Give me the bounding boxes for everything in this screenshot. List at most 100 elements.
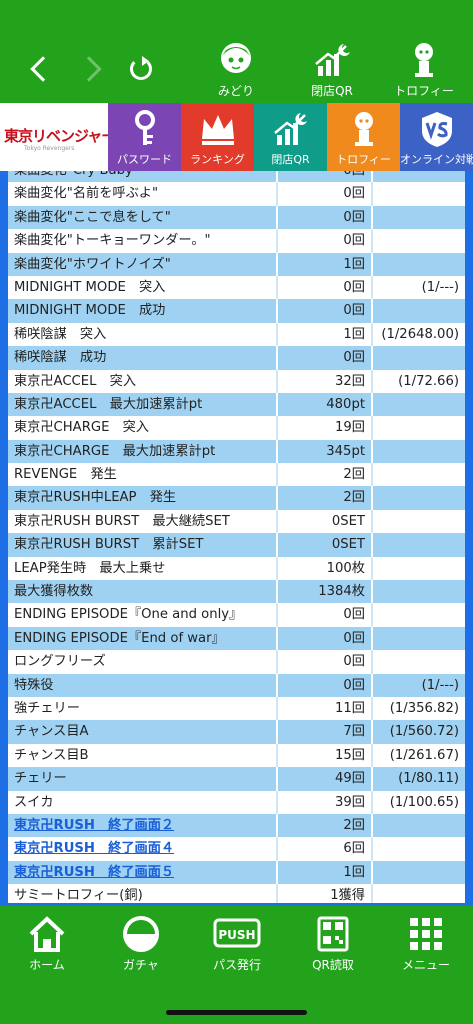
closing-qr-icon	[315, 44, 350, 76]
reload-button[interactable]	[124, 52, 160, 88]
row-name-cell: 東京卍RUSH 終了画面２	[8, 813, 278, 838]
table-row: チャンス目B 15回 (1/261.67)	[8, 743, 465, 768]
row-name: 楽曲変化"名前を呼ぶよ"	[14, 186, 159, 202]
menu-tile-trophy[interactable]: トロフィー	[327, 103, 400, 171]
forward-button[interactable]	[76, 52, 108, 88]
row-name: MIDNIGHT MODE 成功	[14, 303, 166, 319]
menu-tile-password[interactable]: パスワード	[108, 103, 181, 171]
row-rate	[373, 439, 465, 464]
row-name-cell: 楽曲変化"ここで息をして"	[8, 205, 278, 230]
row-name-cell: 東京卍RUSH BURST 最大継続SET	[8, 509, 278, 534]
row-name: 東京卍RUSH中LEAP 発生	[14, 490, 177, 506]
table-row: チャンス目A 7回 (1/560.72)	[8, 720, 465, 744]
table-row[interactable]: 東京卍RUSH 終了画面５ 1回	[8, 860, 465, 885]
qr-scan-icon	[317, 916, 349, 952]
row-value: 0SET	[278, 509, 373, 534]
row-rate	[373, 580, 465, 604]
table-row: ENDING EPISODE『One and only』 0回	[8, 603, 465, 627]
row-name: 特殊役	[14, 677, 54, 693]
chevron-right-icon	[76, 56, 102, 82]
menu-tile-closing-qr[interactable]: 閉店QR	[254, 103, 327, 171]
row-name-link[interactable]: 東京卍RUSH 終了画面５	[14, 864, 175, 880]
row-name: 東京卍RUSH BURST 累計SET	[14, 537, 204, 553]
row-value: 2回	[278, 486, 373, 510]
row-name-cell: 楽曲変化"名前を呼ぶよ"	[8, 182, 278, 206]
logo-subtitle: Tokyo Revengers	[24, 145, 75, 152]
table-row: REVENGE 発生 2回	[8, 463, 465, 487]
row-value: 1回	[278, 252, 373, 276]
row-name: サミートロフィー(銅)	[14, 888, 143, 903]
row-rate	[373, 837, 465, 861]
row-name: 稀咲陰謀 成功	[14, 350, 107, 366]
menu-tile-online-battle[interactable]: オンライン対戦	[400, 103, 473, 171]
row-name-cell: 強チェリー	[8, 696, 278, 721]
tab-label: QR読取	[312, 958, 354, 972]
top-item-closing-qr[interactable]: 閉店QR	[290, 40, 374, 98]
row-name-cell: 特殊役	[8, 673, 278, 697]
refresh-icon	[130, 56, 152, 80]
row-name-cell: REVENGE 発生	[8, 463, 278, 487]
row-name-cell: 東京卍RUSH中LEAP 発生	[8, 486, 278, 510]
tab-home[interactable]: ホーム	[2, 914, 92, 976]
row-rate	[373, 229, 465, 253]
row-name: LEAP発生時 最大上乗せ	[14, 560, 166, 576]
stats-table[interactable]: 楽曲変化"Cry Baby"0回楽曲変化"名前を呼ぶよ"0回楽曲変化"ここで息を…	[8, 171, 465, 903]
row-rate	[373, 509, 465, 534]
menu-tile-label: トロフィー	[336, 153, 391, 166]
menu-grid-icon	[410, 918, 442, 950]
row-name: 最大獲得枚数	[14, 584, 94, 600]
row-name-cell: 楽曲変化"トーキョーワンダー。"	[8, 229, 278, 253]
row-name-cell: 東京卍CHARGE 最大加速累計pt	[8, 439, 278, 464]
row-rate: (1/100.65)	[373, 790, 465, 814]
row-value: 39回	[278, 790, 373, 814]
row-name-cell: MIDNIGHT MODE 突入	[8, 275, 278, 300]
data-panel: 楽曲変化"Cry Baby"0回楽曲変化"名前を呼ぶよ"0回楽曲変化"ここで息を…	[0, 171, 473, 906]
row-rate: (1/80.11)	[373, 767, 465, 791]
top-item-midori[interactable]: みどり	[194, 40, 278, 98]
table-row: 強チェリー 11回 (1/356.82)	[8, 696, 465, 721]
table-row: サミートロフィー(銅) 1獲得	[8, 884, 465, 903]
home-indicator[interactable]	[166, 1010, 307, 1015]
chevron-left-icon	[30, 56, 56, 82]
row-value: 100枚	[278, 556, 373, 581]
row-name-cell: ENDING EPISODE『End of war』	[8, 626, 278, 651]
row-name-cell: 東京卍ACCEL 突入	[8, 369, 278, 393]
menu-tile-ranking[interactable]: ランキング	[181, 103, 254, 171]
row-value: 0回	[278, 346, 373, 370]
tab-pass-issue[interactable]: PUSH パス発行	[192, 914, 282, 976]
row-value: 0回	[278, 182, 373, 206]
key-icon	[134, 110, 155, 145]
row-value: 0回	[278, 171, 373, 183]
tab-menu[interactable]: メニュー	[381, 914, 471, 976]
row-rate: (1/356.82)	[373, 696, 465, 721]
row-rate	[373, 392, 465, 417]
row-rate	[373, 626, 465, 651]
row-name-cell: チャンス目B	[8, 743, 278, 768]
table-row: MIDNIGHT MODE 突入 0回 (1/---)	[8, 275, 465, 300]
table-row[interactable]: 東京卍RUSH 終了画面４ 6回	[8, 837, 465, 861]
table-row[interactable]: 東京卍RUSH 終了画面２ 2回	[8, 813, 465, 838]
row-value: 0回	[278, 275, 373, 300]
table-row: スイカ 39回 (1/100.65)	[8, 790, 465, 814]
table-row: 楽曲変化"ここで息をして" 0回	[8, 205, 465, 230]
tab-gacha[interactable]: ガチャ	[96, 914, 186, 976]
row-name: 東京卍ACCEL 突入	[14, 373, 137, 389]
push-badge-text: PUSH	[218, 928, 255, 942]
row-name-cell: MIDNIGHT MODE 成功	[8, 299, 278, 323]
back-button[interactable]	[22, 52, 56, 88]
character-icon	[221, 43, 251, 73]
row-name-cell: サミートロフィー(銅)	[8, 884, 278, 903]
table-row: 東京卍RUSH BURST 累計SET 0SET	[8, 533, 465, 557]
game-menu-row: 東京リベンジャーズ Tokyo Revengers パスワード ランキング 閉店…	[0, 103, 473, 171]
row-name-link[interactable]: 東京卍RUSH 終了画面４	[14, 841, 175, 857]
top-item-trophy[interactable]: トロフィー	[382, 40, 466, 98]
tab-qr-read[interactable]: QR読取	[288, 914, 378, 976]
row-rate	[373, 603, 465, 627]
row-value: 1回	[278, 322, 373, 347]
row-name: 楽曲変化"ホワイトノイズ"	[14, 256, 171, 272]
table-row: LEAP発生時 最大上乗せ 100枚	[8, 556, 465, 581]
top-item-label: 閉店QR	[311, 84, 353, 98]
row-value: 0SET	[278, 533, 373, 557]
row-name-link[interactable]: 東京卍RUSH 終了画面２	[14, 817, 175, 833]
row-name: スイカ	[14, 794, 54, 810]
